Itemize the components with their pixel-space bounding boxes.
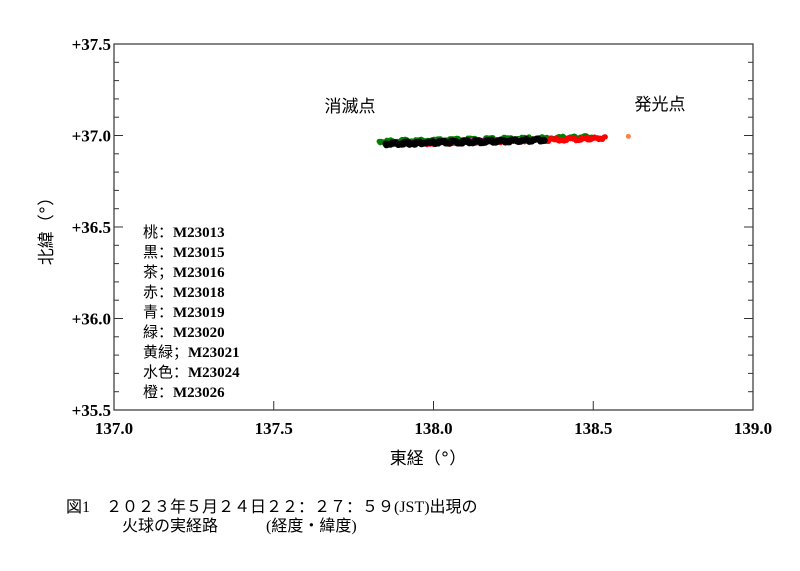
x-tick-label: 137.5 [255,419,293,438]
legend-code: M23013 [173,225,225,241]
y-tick-label: +36.0 [72,310,111,329]
legend-code: M23016 [173,265,225,281]
legend-color-name: 橙： [143,383,174,401]
x-tick-label: 139.0 [734,419,772,438]
legend-color-name: 緑： [143,323,174,341]
y-tick-label: +37.5 [72,35,111,54]
legend: 桃：M23013 黒：M23015 茶；M23016 赤：M23018 青：M23019… [143,223,240,403]
legend-item: 茶；M23016 [143,263,240,283]
legend-color-name: 赤： [143,283,174,301]
x-tick-label: 138.0 [414,419,452,438]
y-tick-label: +37.0 [72,127,111,146]
y-tick-label: +36.5 [72,218,111,237]
legend-item: 桃：M23013 [143,223,240,243]
legend-color-name: 茶； [143,263,174,281]
x-tick-label: 137.0 [95,419,133,438]
scatter-chart: +37.5 +37.0 +36.5 +36.0 +35.5 137.0 137.5 138.… [37,35,772,469]
legend-item: 緑：M23020 [143,323,240,343]
figure-caption: 図1 ２０２３年５月２４日２２：２７：５９(JST)出現の 火球の実経路 (経度… [66,498,478,536]
caption-line-1: 図1 ２０２３年５月２４日２２：２７：５９(JST)出現の [66,499,478,516]
legend-code: M23026 [173,385,225,401]
legend-code: M23020 [173,325,225,341]
y-tick-labels: +37.5 +37.0 +36.5 +36.0 +35.5 [72,35,111,420]
legend-code: M23024 [188,365,240,381]
legend-color-name: 黄緑； [143,343,189,361]
legend-code: M23015 [173,245,225,261]
legend-color-name: 黒： [143,243,174,261]
legend-color-name: 青： [143,303,174,321]
series-M23015 [382,135,548,149]
legend-code: M23018 [173,285,225,301]
series-M23026 [625,133,631,139]
y-axis-title: 北緯（°） [37,189,57,266]
legend-code: M23019 [173,305,225,321]
legend-code: M23021 [188,345,240,361]
caption-line-2: 火球の実経路 (経度・緯度) [122,518,357,535]
extinction-point-label: 消滅点 [325,97,376,117]
legend-item: 橙：M23026 [143,383,240,403]
x-axis-title: 東経（°） [390,449,467,469]
axis-ticks [114,61,753,410]
x-tick-label: 138.5 [574,419,612,438]
legend-color-name: 桃： [143,223,174,241]
legend-item: 赤：M23018 [143,283,240,303]
legend-item: 黄緑；M23021 [143,343,240,363]
y-tick-label: +35.5 [72,401,111,420]
legend-item: 青：M23019 [143,303,240,323]
start-point-label: 発光点 [635,95,686,115]
legend-color-name: 水色： [143,363,189,381]
legend-item: 水色：M23024 [143,363,240,383]
fireball-track-points [376,133,631,149]
legend-item: 黒：M23015 [143,243,240,263]
x-tick-labels: 137.0 137.5 138.0 138.5 139.0 [95,419,772,438]
